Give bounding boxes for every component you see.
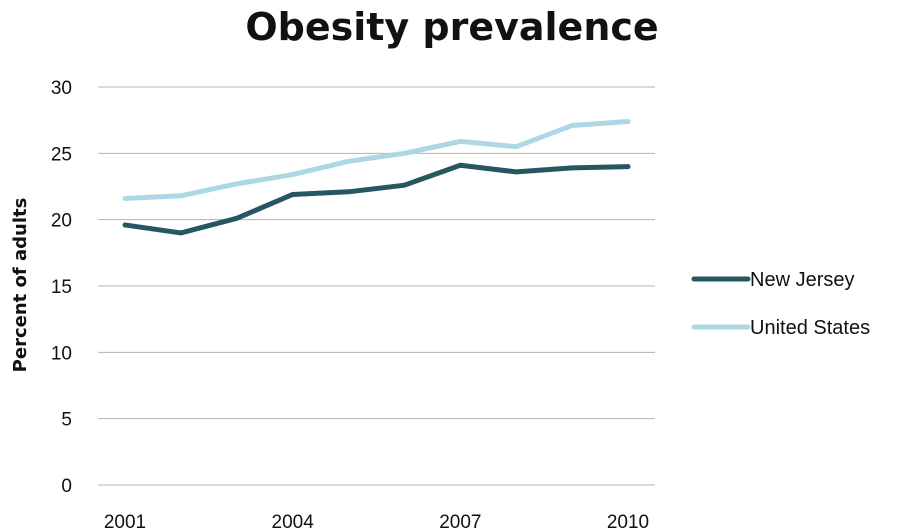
y-tick-label: 25 [51,144,72,165]
gridlines [98,86,655,486]
y-tick-label: 10 [51,343,72,364]
y-tick-label: 15 [51,277,72,298]
y-tick-label: 20 [51,211,72,232]
y-axis-label: Percent of adults [10,198,31,373]
x-tick-label: 2001 [104,512,146,531]
series-lines [122,118,631,236]
legend-item: New Jersey [691,269,854,291]
series-line-united-states [122,118,631,201]
legend-label: New Jersey [750,269,854,291]
x-tick-label: 2010 [607,512,649,531]
x-tick-label: 2007 [439,512,481,531]
x-tick-labels: 2001 2004 2007 2010 [104,512,649,531]
y-tick-label: 0 [61,476,72,497]
y-tick-label: 5 [61,410,72,431]
y-tick-labels: 0 5 10 15 20 25 30 [51,78,72,497]
legend: New Jersey United States [691,269,870,339]
legend-item: United States [691,317,870,339]
x-tick-label: 2004 [272,512,315,531]
series-line-new-jersey [122,162,631,236]
y-tick-label: 30 [51,78,72,99]
chart-title: Obesity prevalence [245,5,658,49]
legend-label: United States [750,317,870,339]
